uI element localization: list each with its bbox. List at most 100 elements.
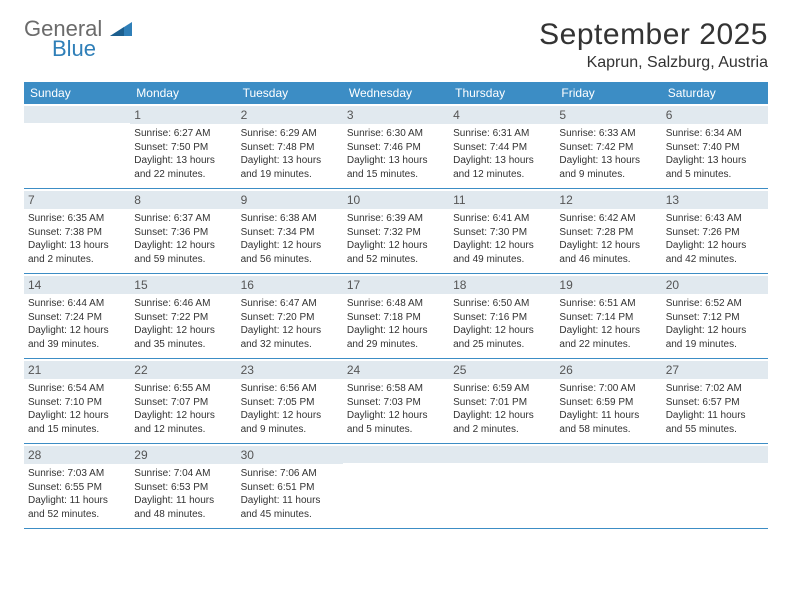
day-cell: 27Sunrise: 7:02 AMSunset: 6:57 PMDayligh… — [662, 359, 768, 443]
day-info-line: Sunrise: 6:38 AM — [241, 212, 339, 226]
day-info: Sunrise: 7:04 AMSunset: 6:53 PMDaylight:… — [134, 467, 232, 521]
day-cell: 15Sunrise: 6:46 AMSunset: 7:22 PMDayligh… — [130, 274, 236, 358]
day-cell: 10Sunrise: 6:39 AMSunset: 7:32 PMDayligh… — [343, 189, 449, 273]
day-info-line: and 29 minutes. — [347, 338, 445, 352]
logo-text: General Blue — [24, 18, 132, 60]
day-info-line: Sunset: 6:59 PM — [559, 396, 657, 410]
day-cell: 20Sunrise: 6:52 AMSunset: 7:12 PMDayligh… — [662, 274, 768, 358]
day-info-line: and 22 minutes. — [134, 168, 232, 182]
dow-cell: Saturday — [662, 82, 768, 104]
day-info-line: Sunrise: 6:54 AM — [28, 382, 126, 396]
day-info-line: Daylight: 12 hours — [453, 239, 551, 253]
week-row: 1Sunrise: 6:27 AMSunset: 7:50 PMDaylight… — [24, 104, 768, 189]
day-info-line: Sunset: 7:40 PM — [666, 141, 764, 155]
day-info-line: Sunset: 7:16 PM — [453, 311, 551, 325]
day-number: 26 — [555, 361, 661, 379]
day-info-line: Sunrise: 6:37 AM — [134, 212, 232, 226]
day-info-line: Sunrise: 6:35 AM — [28, 212, 126, 226]
logo-word2: Blue — [52, 38, 132, 60]
day-number: 17 — [343, 276, 449, 294]
day-number: 22 — [130, 361, 236, 379]
day-number: 27 — [662, 361, 768, 379]
day-info-line: Daylight: 12 hours — [347, 409, 445, 423]
day-info-line: and 12 minutes. — [453, 168, 551, 182]
day-info-line: and 15 minutes. — [347, 168, 445, 182]
day-info-line: Sunset: 6:53 PM — [134, 481, 232, 495]
day-info-line: Daylight: 12 hours — [347, 239, 445, 253]
day-info-line: Sunrise: 7:06 AM — [241, 467, 339, 481]
day-info-line: and 48 minutes. — [134, 508, 232, 522]
day-info-line: Sunrise: 6:41 AM — [453, 212, 551, 226]
day-info: Sunrise: 6:43 AMSunset: 7:26 PMDaylight:… — [666, 212, 764, 266]
day-info-line: Daylight: 13 hours — [28, 239, 126, 253]
day-info: Sunrise: 6:58 AMSunset: 7:03 PMDaylight:… — [347, 382, 445, 436]
day-number: 8 — [130, 191, 236, 209]
day-info-line: Sunset: 7:46 PM — [347, 141, 445, 155]
day-cell: 25Sunrise: 6:59 AMSunset: 7:01 PMDayligh… — [449, 359, 555, 443]
day-cell: 5Sunrise: 6:33 AMSunset: 7:42 PMDaylight… — [555, 104, 661, 188]
day-number — [343, 446, 449, 463]
day-info-line: Sunrise: 6:52 AM — [666, 297, 764, 311]
day-info: Sunrise: 6:42 AMSunset: 7:28 PMDaylight:… — [559, 212, 657, 266]
day-info-line: and 45 minutes. — [241, 508, 339, 522]
day-info-line: Sunset: 7:14 PM — [559, 311, 657, 325]
day-cell: 16Sunrise: 6:47 AMSunset: 7:20 PMDayligh… — [237, 274, 343, 358]
day-info: Sunrise: 6:59 AMSunset: 7:01 PMDaylight:… — [453, 382, 551, 436]
day-info-line: and 9 minutes. — [241, 423, 339, 437]
day-info-line: and 49 minutes. — [453, 253, 551, 267]
day-cell: 17Sunrise: 6:48 AMSunset: 7:18 PMDayligh… — [343, 274, 449, 358]
day-info-line: Daylight: 11 hours — [241, 494, 339, 508]
day-cell: 7Sunrise: 6:35 AMSunset: 7:38 PMDaylight… — [24, 189, 130, 273]
day-info-line: Daylight: 13 hours — [559, 154, 657, 168]
day-number: 7 — [24, 191, 130, 209]
day-info-line: Sunset: 6:51 PM — [241, 481, 339, 495]
day-info-line: Sunset: 7:01 PM — [453, 396, 551, 410]
day-info-line: Daylight: 12 hours — [559, 324, 657, 338]
day-cell: 1Sunrise: 6:27 AMSunset: 7:50 PMDaylight… — [130, 104, 236, 188]
day-number: 13 — [662, 191, 768, 209]
day-number — [449, 446, 555, 463]
day-info: Sunrise: 6:44 AMSunset: 7:24 PMDaylight:… — [28, 297, 126, 351]
day-info-line: Sunset: 7:36 PM — [134, 226, 232, 240]
day-info-line: Sunrise: 6:46 AM — [134, 297, 232, 311]
day-info: Sunrise: 6:39 AMSunset: 7:32 PMDaylight:… — [347, 212, 445, 266]
day-info-line: Sunset: 6:57 PM — [666, 396, 764, 410]
day-info-line: and 5 minutes. — [666, 168, 764, 182]
day-info: Sunrise: 6:38 AMSunset: 7:34 PMDaylight:… — [241, 212, 339, 266]
day-info-line: Sunrise: 6:55 AM — [134, 382, 232, 396]
day-info-line: Sunset: 7:24 PM — [28, 311, 126, 325]
day-cell: 14Sunrise: 6:44 AMSunset: 7:24 PMDayligh… — [24, 274, 130, 358]
week-row: 14Sunrise: 6:44 AMSunset: 7:24 PMDayligh… — [24, 274, 768, 359]
day-info-line: and 59 minutes. — [134, 253, 232, 267]
day-number: 23 — [237, 361, 343, 379]
day-info: Sunrise: 6:34 AMSunset: 7:40 PMDaylight:… — [666, 127, 764, 181]
day-info-line: Daylight: 12 hours — [453, 409, 551, 423]
day-info-line: and 52 minutes. — [28, 508, 126, 522]
day-info-line: Sunrise: 7:04 AM — [134, 467, 232, 481]
day-info-line: and 39 minutes. — [28, 338, 126, 352]
day-info: Sunrise: 6:41 AMSunset: 7:30 PMDaylight:… — [453, 212, 551, 266]
day-cell: 28Sunrise: 7:03 AMSunset: 6:55 PMDayligh… — [24, 444, 130, 528]
day-info-line: Sunset: 7:12 PM — [666, 311, 764, 325]
day-info-line: and 22 minutes. — [559, 338, 657, 352]
day-info-line: Sunrise: 6:59 AM — [453, 382, 551, 396]
day-info-line: Sunset: 6:55 PM — [28, 481, 126, 495]
title-block: September 2025 Kaprun, Salzburg, Austria — [539, 18, 768, 72]
day-cell: 9Sunrise: 6:38 AMSunset: 7:34 PMDaylight… — [237, 189, 343, 273]
dow-cell: Sunday — [24, 82, 130, 104]
day-number: 3 — [343, 106, 449, 124]
day-number: 11 — [449, 191, 555, 209]
day-cell — [24, 104, 130, 188]
day-number: 30 — [237, 446, 343, 464]
dow-cell: Monday — [130, 82, 236, 104]
day-number: 6 — [662, 106, 768, 124]
day-cell: 6 Sunrise: 6:34 AMSunset: 7:40 PMDaylight… — [662, 104, 768, 188]
day-cell: 4Sunrise: 6:31 AMSunset: 7:44 PMDaylight… — [449, 104, 555, 188]
day-info-line: Sunrise: 6:44 AM — [28, 297, 126, 311]
dow-cell: Wednesday — [343, 82, 449, 104]
day-info: Sunrise: 6:50 AMSunset: 7:16 PMDaylight:… — [453, 297, 551, 351]
day-info-line: Daylight: 12 hours — [241, 324, 339, 338]
day-info-line: Sunrise: 6:33 AM — [559, 127, 657, 141]
day-info-line: Daylight: 11 hours — [559, 409, 657, 423]
day-info-line: and 42 minutes. — [666, 253, 764, 267]
